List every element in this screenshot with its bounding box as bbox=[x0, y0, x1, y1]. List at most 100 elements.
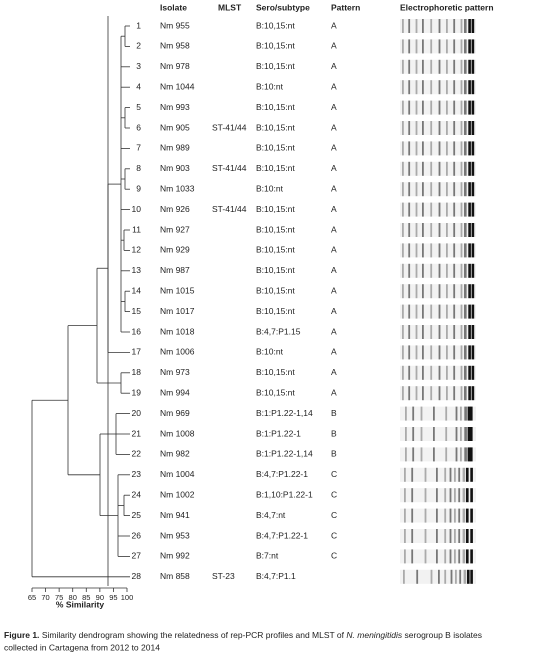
band bbox=[444, 508, 447, 523]
serotype: B:10,15:nt bbox=[256, 20, 295, 30]
serotype: B:10:nt bbox=[256, 81, 284, 91]
band bbox=[460, 59, 463, 74]
band bbox=[411, 549, 414, 564]
band bbox=[464, 284, 467, 299]
lane-bg bbox=[400, 325, 476, 339]
band bbox=[408, 39, 411, 54]
band bbox=[408, 263, 411, 278]
row-number: 11 bbox=[132, 224, 141, 234]
band bbox=[424, 529, 427, 543]
band bbox=[464, 406, 467, 421]
serotype: B:1,10:P1.22-1 bbox=[256, 489, 313, 499]
band bbox=[408, 223, 411, 237]
lane-bg bbox=[400, 39, 476, 54]
mlst: ST-41/44 bbox=[212, 122, 247, 132]
band bbox=[460, 263, 463, 278]
band bbox=[446, 223, 448, 237]
serotype: B:10,15:nt bbox=[256, 367, 295, 377]
band bbox=[470, 467, 473, 482]
band bbox=[468, 284, 471, 299]
band bbox=[411, 488, 414, 503]
pattern: A bbox=[331, 285, 337, 295]
band bbox=[453, 19, 456, 33]
band bbox=[402, 365, 404, 380]
band bbox=[464, 345, 467, 360]
pattern: A bbox=[331, 20, 337, 30]
band bbox=[402, 141, 404, 156]
serotype: B:1:P1.22-1,14 bbox=[256, 408, 313, 418]
pattern: A bbox=[331, 347, 337, 357]
band bbox=[460, 427, 462, 441]
band bbox=[433, 427, 435, 441]
band bbox=[464, 100, 467, 115]
band bbox=[415, 19, 418, 33]
isolate: Nm 929 bbox=[160, 245, 190, 255]
serotype: B:10,15:nt bbox=[256, 143, 295, 153]
band bbox=[402, 284, 404, 299]
header-isolate: Isolate bbox=[160, 2, 187, 12]
band bbox=[467, 406, 471, 421]
lane-bg bbox=[400, 284, 476, 299]
band bbox=[464, 365, 467, 380]
serotype: B:10,15:nt bbox=[256, 102, 295, 112]
serotype: B:4,7:nt bbox=[256, 510, 286, 520]
lane-bg bbox=[400, 19, 476, 33]
band bbox=[471, 202, 475, 217]
header-mlst: MLST bbox=[218, 2, 242, 12]
band bbox=[438, 345, 441, 360]
band bbox=[464, 59, 467, 74]
serotype: B:4,7:P1.22-1 bbox=[256, 469, 308, 479]
lane-bg bbox=[400, 202, 476, 217]
band bbox=[453, 141, 456, 156]
pattern: B bbox=[331, 428, 337, 438]
row-number: 6 bbox=[136, 122, 141, 132]
band bbox=[411, 467, 414, 482]
band bbox=[438, 304, 441, 319]
band bbox=[453, 100, 456, 115]
serotype: B:10:nt bbox=[256, 183, 284, 193]
row-number: 19 bbox=[132, 387, 142, 397]
band bbox=[471, 223, 475, 237]
band bbox=[468, 325, 471, 339]
band bbox=[430, 284, 433, 299]
band bbox=[466, 529, 469, 543]
band bbox=[446, 19, 448, 33]
caption-text: serogroup B isolates bbox=[405, 630, 483, 640]
band bbox=[424, 467, 427, 482]
row-number: 24 bbox=[132, 489, 142, 499]
band bbox=[445, 447, 448, 462]
band bbox=[468, 141, 471, 156]
band bbox=[453, 161, 456, 176]
band bbox=[467, 427, 471, 441]
pattern: B bbox=[331, 449, 337, 459]
row-number: 5 bbox=[136, 102, 141, 112]
band bbox=[464, 121, 467, 135]
mlst: ST-23 bbox=[212, 571, 235, 581]
band bbox=[453, 386, 456, 401]
band bbox=[438, 182, 441, 197]
header-serotype: Sero/subtype bbox=[256, 2, 310, 12]
tick-label: 100 bbox=[121, 593, 134, 602]
pattern: A bbox=[331, 326, 337, 336]
band bbox=[446, 100, 448, 115]
band bbox=[446, 80, 448, 95]
band bbox=[415, 80, 418, 95]
band bbox=[404, 549, 406, 564]
band bbox=[438, 243, 441, 258]
band bbox=[438, 141, 441, 156]
band bbox=[468, 80, 471, 95]
band bbox=[438, 569, 440, 584]
serotype: B:1:P1.22-1,14 bbox=[256, 449, 313, 459]
band bbox=[450, 569, 453, 584]
band bbox=[470, 549, 473, 564]
band bbox=[466, 549, 469, 564]
isolate: Nm 993 bbox=[160, 102, 190, 112]
band bbox=[471, 182, 475, 197]
band bbox=[471, 80, 475, 95]
band bbox=[415, 59, 418, 74]
band bbox=[402, 325, 404, 339]
row-number: 12 bbox=[132, 245, 142, 255]
band bbox=[422, 304, 424, 319]
band bbox=[466, 467, 469, 482]
